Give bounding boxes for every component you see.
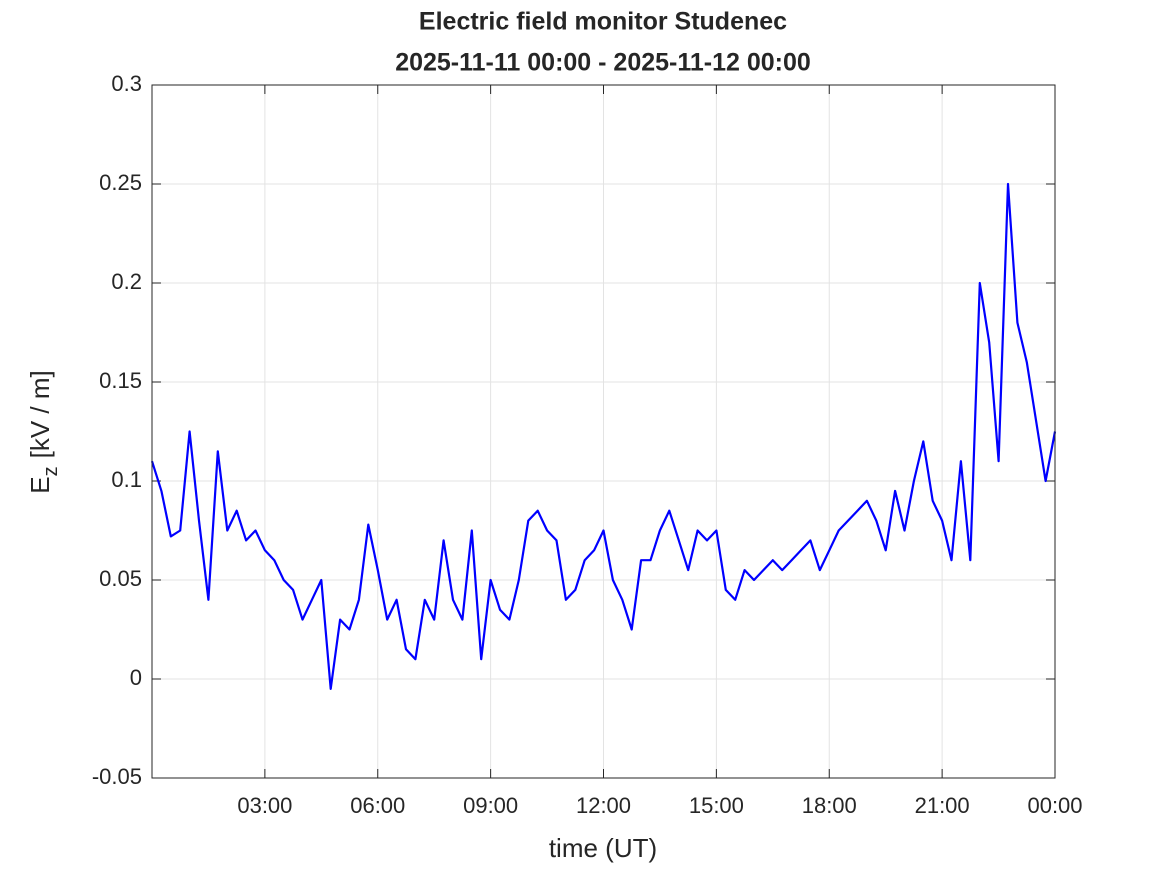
y-tick-label: 0.3 — [111, 71, 142, 96]
y-tick-label: -0.05 — [92, 764, 142, 789]
y-tick-label: 0 — [130, 665, 142, 690]
chart-subtitle: 2025-11-11 00:00 - 2025-11-12 00:00 — [395, 49, 811, 77]
y-tick-label: 0.1 — [111, 467, 142, 492]
axes-box — [151, 84, 1056, 779]
x-tick-label: 15:00 — [689, 793, 744, 818]
x-tick-label: 03:00 — [237, 793, 292, 818]
y-axis-label: Ez [kV / m] — [25, 370, 62, 493]
y-label-unit: [kV / m] — [25, 370, 55, 458]
y-tick-label: 0.05 — [99, 566, 142, 591]
y-tick-label: 0.15 — [99, 368, 142, 393]
y-tick-label: 0.2 — [111, 269, 142, 294]
x-tick-label: 21:00 — [915, 793, 970, 818]
x-tick-label: 12:00 — [576, 793, 631, 818]
x-tick-label: 18:00 — [802, 793, 857, 818]
x-axis-label: time (UT) — [549, 833, 657, 863]
data-line — [150, 182, 1057, 690]
y-label-base: E — [25, 476, 55, 493]
chart-title: Electric field monitor Studenec — [419, 8, 787, 36]
y-label-sub: z — [40, 466, 62, 476]
x-tick-label: 06:00 — [350, 793, 405, 818]
x-tick-label: 09:00 — [463, 793, 518, 818]
x-tick-label: 00:00 — [1027, 793, 1082, 818]
y-tick-label: 0.25 — [99, 170, 142, 195]
